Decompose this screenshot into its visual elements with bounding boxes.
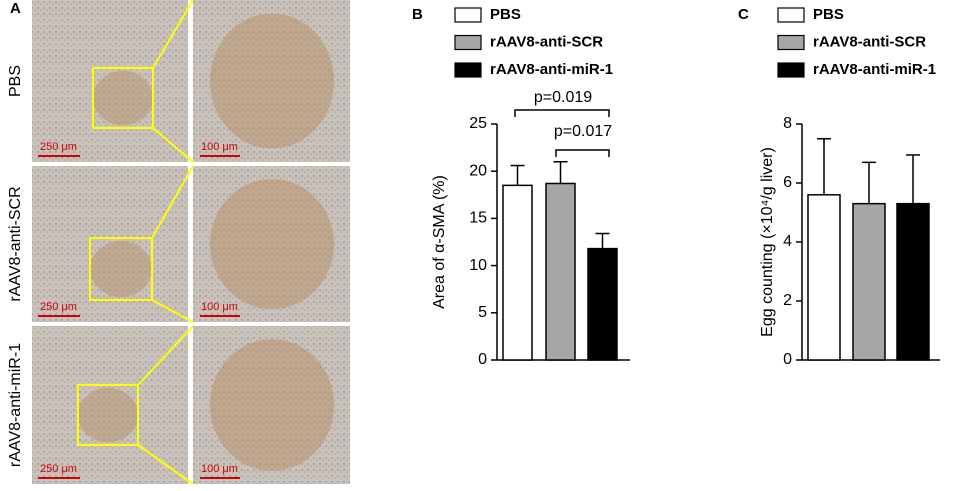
- row-label: PBS: [7, 65, 24, 97]
- scale-label: 250 μm: [40, 141, 77, 153]
- y-tick-label: 10: [469, 257, 487, 274]
- legend-swatch: [777, 7, 805, 23]
- y-tick-label: 8: [783, 115, 792, 132]
- y-tick-label: 2: [783, 292, 792, 309]
- y-tick-label: 0: [783, 351, 792, 368]
- legend-label: rAAV8-anti-miR-1: [490, 61, 613, 78]
- y-tick-label: 6: [783, 174, 792, 191]
- row-label: rAAV8-anti-miR-1: [7, 343, 24, 467]
- y-axis-label: Egg counting (×10⁴/g liver): [759, 147, 776, 337]
- micrographs: 250 μm 100 μm 250 μm 100 μm 250 μm 100 μm: [32, 0, 350, 485]
- granuloma: [90, 240, 152, 298]
- granuloma: [210, 179, 334, 309]
- bar: [545, 182, 576, 361]
- y-tick-label: 0: [478, 351, 487, 368]
- granuloma: [210, 339, 334, 471]
- zoom-line: [137, 325, 194, 386]
- granuloma: [93, 70, 153, 126]
- legend-label: rAAV8-anti-SCR: [813, 33, 926, 50]
- significance-bracket: [555, 149, 610, 157]
- zoom-line: [152, 0, 194, 69]
- p-value: p=0.019: [534, 89, 592, 106]
- zoom-box: [92, 67, 154, 129]
- zoom-line: [152, 127, 194, 163]
- y-axis-label: Area of α-SMA (%): [431, 175, 448, 309]
- panel-a: A 250 μm 100 μm 250 μm 100 μm 250 μm 100 μm: [10, 0, 350, 485]
- panel-label: C: [738, 6, 749, 23]
- zoom-line: [151, 165, 194, 239]
- zoom-line: [137, 444, 194, 485]
- scale-label: 100 μm: [201, 141, 238, 153]
- legend-swatch: [777, 62, 805, 78]
- legend-swatch: [777, 34, 805, 51]
- legend-label: rAAV8-anti-SCR: [490, 33, 603, 50]
- row-label: rAAV8-anti-SCR: [7, 186, 24, 301]
- legend-label: PBS: [490, 6, 521, 23]
- legend-swatch: [454, 62, 482, 78]
- legend-swatch: [454, 34, 482, 51]
- bar: [502, 184, 533, 361]
- zoom-box: [77, 384, 139, 446]
- bar: [587, 247, 618, 361]
- zoom-box: [89, 237, 153, 301]
- zoom-line: [151, 299, 194, 323]
- y-tick-label: 5: [478, 304, 487, 321]
- y-tick-label: 4: [783, 233, 792, 250]
- p-value: p=0.017: [554, 123, 612, 140]
- significance-bracket: [514, 109, 610, 117]
- scale-label: 100 μm: [201, 463, 238, 475]
- legend-label: PBS: [813, 6, 844, 23]
- scale-label: 250 μm: [40, 463, 77, 475]
- bar: [852, 202, 886, 361]
- y-tick-label: 25: [469, 115, 487, 132]
- granuloma: [210, 13, 334, 149]
- legend-label: rAAV8-anti-miR-1: [813, 61, 936, 78]
- y-tick-label: 15: [469, 210, 487, 227]
- panel-label: B: [412, 6, 423, 23]
- scale-label: 100 μm: [201, 301, 238, 313]
- legend-swatch: [454, 7, 482, 23]
- bar: [896, 202, 930, 361]
- y-tick-label: 20: [469, 162, 487, 179]
- granuloma: [78, 387, 138, 443]
- bar: [807, 194, 841, 361]
- scale-label: 250 μm: [40, 301, 77, 313]
- panel-label: A: [10, 0, 21, 17]
